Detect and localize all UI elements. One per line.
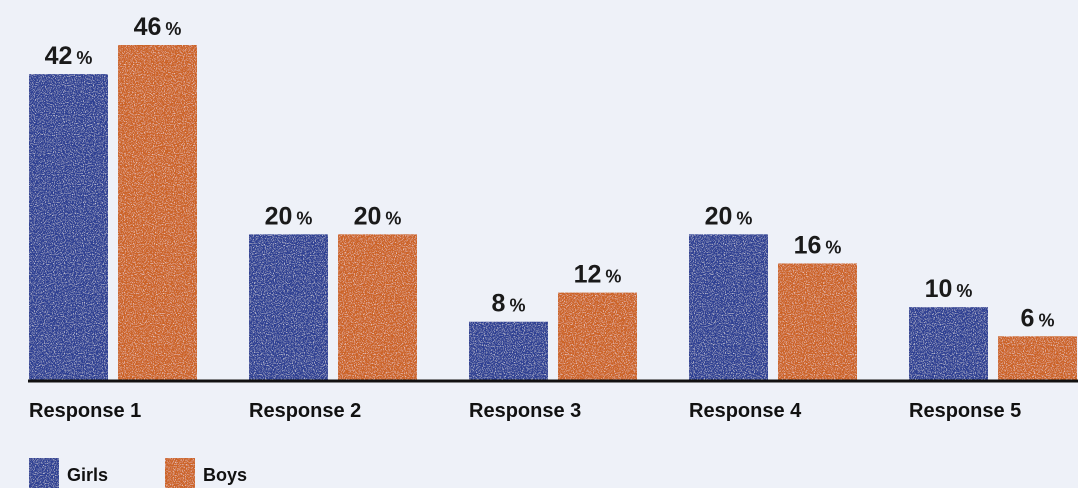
bar-boys-2 xyxy=(338,234,417,380)
data-label-boys-2: 20% xyxy=(354,202,402,230)
legend-label-boys: Boys xyxy=(203,465,247,485)
bar-girls-1 xyxy=(29,74,108,380)
bar-boys-3 xyxy=(558,292,637,380)
category-label-2: Response 2 xyxy=(249,400,361,422)
bar-girls-2 xyxy=(249,234,328,380)
data-label-girls-2: 20% xyxy=(265,202,313,230)
legend-swatch-boys xyxy=(165,458,195,488)
legend: Girls Boys xyxy=(29,458,247,488)
data-label-girls-5: 10% xyxy=(925,275,973,303)
category-label-3: Response 3 xyxy=(469,400,581,422)
bar-girls-4 xyxy=(689,234,768,380)
data-label-boys-1: 46% xyxy=(134,13,182,41)
category-label-5: Response 5 xyxy=(909,400,1021,422)
bars-layer xyxy=(29,45,1077,380)
legend-label-girls: Girls xyxy=(67,465,108,485)
data-label-boys-5: 6% xyxy=(1021,304,1055,332)
category-label-1: Response 1 xyxy=(29,400,141,422)
data-label-girls-3: 8% xyxy=(492,290,526,318)
data-label-boys-3: 12% xyxy=(574,261,622,289)
legend-swatch-girls xyxy=(29,458,59,488)
bar-boys-4 xyxy=(778,263,857,380)
category-label-4: Response 4 xyxy=(689,400,802,422)
bar-boys-1 xyxy=(118,45,197,380)
bar-boys-5 xyxy=(998,336,1077,380)
labels-layer: 42 % 46 % Response 1 20% 20 % Response 2 8 % 12 % Res… xyxy=(29,13,1054,422)
data-label-boys-4: 16% xyxy=(794,231,842,259)
bar-girls-3 xyxy=(469,321,548,380)
data-label-girls-1: 42% xyxy=(45,42,93,70)
bar-girls-5 xyxy=(909,307,988,380)
data-label-girls-4: 20% xyxy=(705,202,753,230)
